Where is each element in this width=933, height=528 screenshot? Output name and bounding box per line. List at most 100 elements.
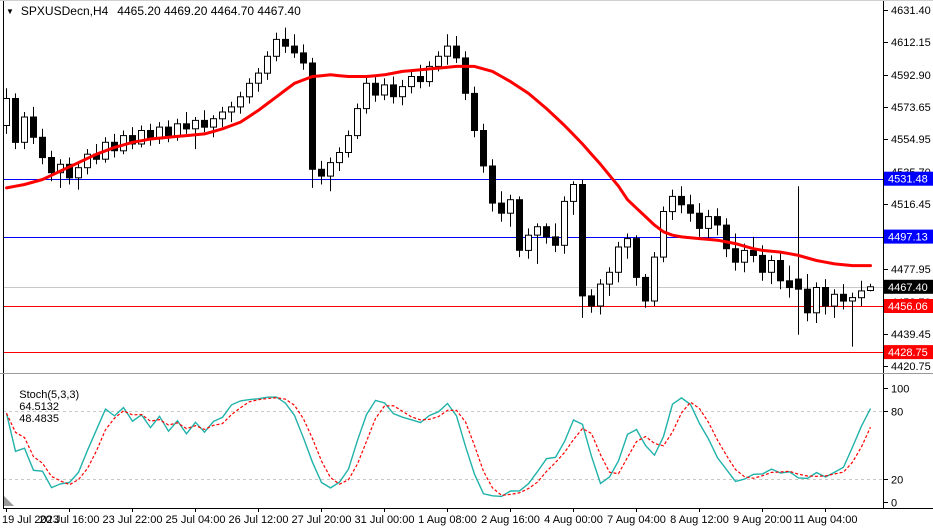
stoch-tick-label: 100 [891,384,909,396]
candle [201,110,208,133]
candle [75,162,82,190]
symbol-dropdown-icon: ▼ [6,6,14,16]
candle [12,93,19,150]
candle [372,74,379,102]
stoch-tick-label: 80 [891,407,903,419]
ma-line [5,64,872,268]
candle [678,186,685,214]
candle [138,125,145,148]
candle [570,181,577,215]
price-tick-label: 4420.75 [891,361,931,373]
candle [822,279,829,315]
candle [489,159,496,212]
stoch-axis[interactable]: 100 80 20 0 [883,384,909,510]
candle [849,292,856,347]
time-tick-label: 31 Jul 00:00 [355,514,415,526]
candle [741,243,748,273]
candle [498,191,505,222]
indicator-d-value: 48.4835 [19,413,59,425]
stoch-k-line [5,396,872,498]
time-tick-label: 11 Aug 04:00 [793,514,857,526]
symbol-timeframe-label: SPXUSDecn,H4 [20,4,109,18]
candle [633,235,640,286]
time-tick-label: 25 Jul 04:00 [166,514,226,526]
candle [336,147,343,171]
candle [363,76,370,114]
candle [264,51,271,80]
candle [768,255,775,285]
candle [840,284,847,310]
candle [858,280,865,307]
chart-title: ▼ SPXUSDecn,H4 4465.20 4469.20 4464.70 4… [6,4,301,18]
candle [543,223,550,244]
price-tick-label: 4573.65 [891,102,931,114]
candle [66,157,73,185]
candle [309,57,316,188]
price-tick-label: 4592.90 [891,70,931,82]
candle [255,68,262,92]
svg-text:4467.40: 4467.40 [888,282,928,294]
candle [561,196,568,254]
candle [156,122,163,144]
candle [804,274,811,322]
candle [381,78,388,101]
svg-text:4531.48: 4531.48 [888,174,928,186]
candle [219,106,226,128]
candle [183,112,190,134]
candle [453,36,460,63]
candle [165,120,172,143]
candle [282,27,289,53]
candle [723,218,730,258]
candle [471,86,478,138]
candle [129,127,136,150]
price-tick-label: 4477.95 [891,264,931,276]
candle [615,241,622,283]
candle [606,267,613,296]
candle [687,194,694,222]
candle [480,123,487,173]
price-axis[interactable]: 4631.404612.154592.904573.654554.954535.… [883,5,931,373]
candle [462,51,469,101]
indicator-name: Stoch(5,3,3) [19,389,80,401]
time-tick-label: 26 Jul 12:00 [229,514,289,526]
candle [192,117,199,150]
price-tick-label: 4612.15 [891,37,931,49]
svg-text:4456.06: 4456.06 [888,301,928,313]
candle [237,91,244,114]
candle [588,289,595,313]
indicator-label: Stoch(5,3,3) 64.5132 48.4835 [7,377,84,437]
time-tick-label: 19 Jul 2023 [2,514,59,526]
price-tag: 4497.13 [884,229,933,244]
stoch-d-line [5,397,872,496]
candle [444,34,451,65]
candles-layer[interactable] [3,27,874,347]
candle [120,130,127,155]
time-tick-label: 8 Aug 12:00 [670,514,729,526]
candle [597,279,604,315]
candle [390,76,397,104]
candle [84,149,91,175]
candle [651,252,658,307]
time-tick-label: 20 Jul 16:00 [40,514,100,526]
candle [624,233,631,259]
svg-text:4497.13: 4497.13 [888,232,928,244]
time-tick-label: 9 Aug 20:00 [733,514,792,526]
candle [147,123,154,146]
candle [408,69,415,94]
price-tick-label: 4516.45 [891,199,931,211]
svg-text:4428.75: 4428.75 [888,347,928,359]
price-tick-label: 4439.45 [891,329,931,341]
candle [21,112,28,150]
time-tick-label: 7 Aug 04:00 [607,514,666,526]
candle [732,233,739,271]
candle [642,274,649,308]
resize-grip-icon[interactable] [4,496,14,506]
candle [714,208,721,236]
candle [534,223,541,264]
candle [228,101,235,123]
candle [273,32,280,62]
stoch-tick-label: 0 [891,498,897,510]
time-tick-label: 23 Jul 22:00 [103,514,163,526]
